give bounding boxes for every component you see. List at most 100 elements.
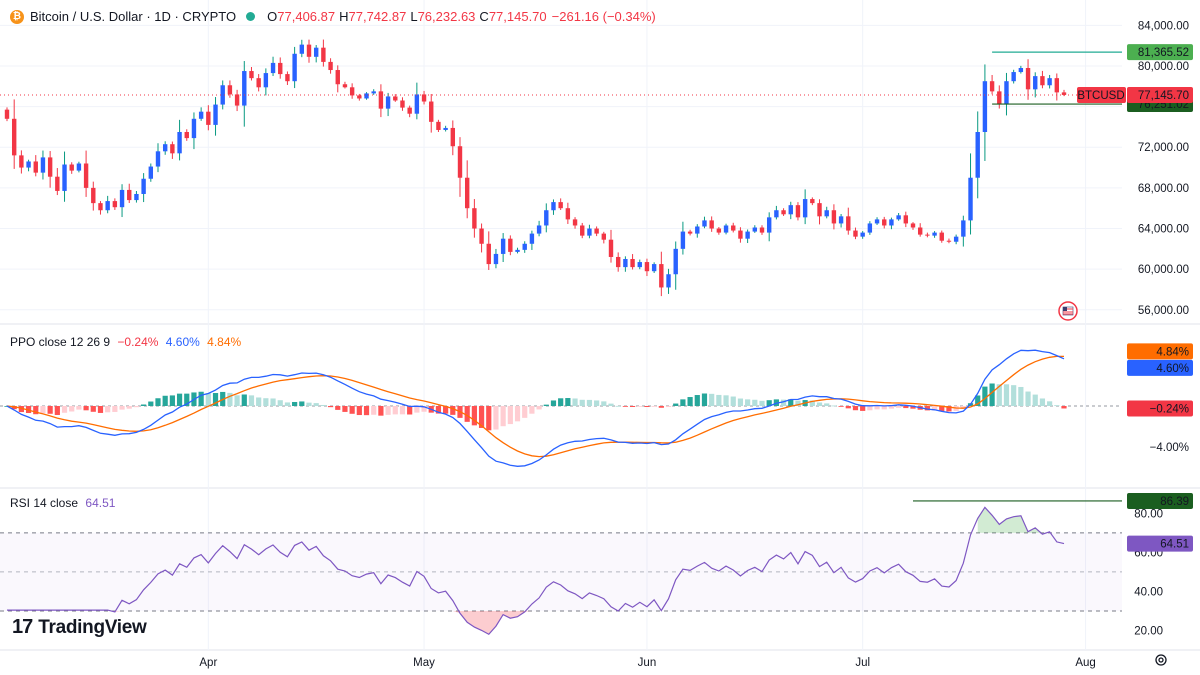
candle-body[interactable]: [457, 146, 463, 178]
candle-body[interactable]: [407, 107, 412, 114]
symbol-title[interactable]: Bitcoin / U.S. Dollar · 1D · CRYPTO: [30, 9, 237, 24]
candle-body[interactable]: [371, 91, 376, 94]
candle-body[interactable]: [824, 210, 829, 217]
candle-body[interactable]: [378, 91, 384, 109]
candle-body[interactable]: [148, 166, 154, 179]
candle-body[interactable]: [673, 248, 678, 275]
candle-body[interactable]: [709, 220, 714, 229]
candle-body[interactable]: [364, 93, 369, 99]
candle-body[interactable]: [1011, 72, 1016, 82]
candle-body[interactable]: [141, 178, 146, 194]
candle-body[interactable]: [206, 111, 211, 125]
candle-body[interactable]: [450, 127, 456, 147]
candle-body[interactable]: [227, 85, 233, 95]
candle-body[interactable]: [953, 236, 959, 242]
candle-body[interactable]: [795, 205, 801, 218]
candle-body[interactable]: [846, 216, 851, 231]
candle-body[interactable]: [903, 215, 909, 224]
candle-body[interactable]: [680, 231, 686, 249]
tradingview-branding[interactable]: 17 TradingView: [12, 616, 147, 639]
candle-body[interactable]: [357, 95, 362, 99]
candle-body[interactable]: [256, 78, 261, 88]
candle-body[interactable]: [874, 219, 880, 224]
candle-body[interactable]: [220, 85, 225, 105]
candle-body[interactable]: [436, 121, 441, 130]
candle-body[interactable]: [623, 259, 628, 268]
candle-body[interactable]: [443, 127, 448, 130]
candle-body[interactable]: [687, 231, 693, 234]
candle-body[interactable]: [802, 199, 808, 218]
candle-body[interactable]: [644, 262, 650, 272]
rsi-pane[interactable]: [0, 500, 1122, 636]
candle-body[interactable]: [752, 227, 758, 232]
candle-body[interactable]: [925, 234, 930, 236]
candle-body[interactable]: [184, 132, 189, 139]
candle-body[interactable]: [421, 94, 427, 102]
candle-body[interactable]: [76, 163, 82, 171]
candle-body[interactable]: [838, 216, 844, 224]
us-flag-event-icon[interactable]: [1058, 301, 1078, 321]
candle-body[interactable]: [385, 96, 391, 109]
candle-body[interactable]: [1033, 76, 1038, 90]
candle-body[interactable]: [810, 199, 815, 204]
candle-body[interactable]: [500, 238, 506, 254]
candle-body[interactable]: [630, 259, 635, 268]
candle-body[interactable]: [544, 210, 549, 226]
candle-body[interactable]: [249, 71, 254, 79]
candle-body[interactable]: [766, 217, 772, 233]
candle-body[interactable]: [1018, 67, 1024, 73]
candle-body[interactable]: [47, 157, 53, 177]
candle-body[interactable]: [1040, 76, 1045, 86]
candle-body[interactable]: [975, 132, 980, 178]
candle-body[interactable]: [493, 253, 499, 265]
candle-body[interactable]: [328, 61, 333, 71]
candle-body[interactable]: [1054, 78, 1060, 93]
candle-body[interactable]: [565, 208, 571, 220]
candle-body[interactable]: [83, 163, 89, 188]
candle-body[interactable]: [932, 232, 937, 236]
candle-body[interactable]: [910, 223, 916, 228]
candle-body[interactable]: [299, 44, 305, 54]
candle-body[interactable]: [69, 164, 74, 171]
candle-body[interactable]: [119, 189, 125, 208]
candle-body[interactable]: [781, 210, 786, 215]
ppo-pane[interactable]: [0, 349, 1122, 467]
candle-body[interactable]: [702, 220, 707, 227]
candle-body[interactable]: [62, 164, 67, 191]
candle-body[interactable]: [896, 215, 901, 220]
candle-body[interactable]: [587, 228, 592, 236]
candle-body[interactable]: [608, 239, 614, 257]
candle-body[interactable]: [1025, 67, 1031, 90]
candle-body[interactable]: [831, 210, 837, 224]
candle-body[interactable]: [917, 227, 923, 235]
candle-body[interactable]: [191, 118, 197, 139]
candle-body[interactable]: [1047, 78, 1052, 86]
candle-body[interactable]: [1061, 92, 1067, 95]
price-axes[interactable]: 84,000.0080,000.0076,000.0072,000.0068,0…: [1077, 20, 1193, 637]
candle-body[interactable]: [349, 87, 355, 96]
candle-body[interactable]: [515, 249, 520, 252]
candle-body[interactable]: [270, 62, 276, 74]
candle-body[interactable]: [292, 53, 297, 82]
candle-body[interactable]: [615, 256, 621, 268]
candle-body[interactable]: [112, 201, 118, 208]
candle-body[interactable]: [19, 155, 24, 168]
candle-body[interactable]: [40, 157, 46, 173]
candle-body[interactable]: [788, 205, 793, 215]
candle-body[interactable]: [759, 227, 765, 233]
candle-body[interactable]: [105, 201, 110, 211]
candle-body[interactable]: [529, 233, 535, 244]
candle-body[interactable]: [464, 177, 470, 209]
candle-body[interactable]: [342, 84, 348, 88]
candle-body[interactable]: [306, 44, 312, 57]
gear-icon[interactable]: [1154, 653, 1168, 667]
candle-body[interactable]: [989, 81, 995, 92]
candle-body[interactable]: [11, 118, 17, 156]
candle-body[interactable]: [536, 225, 542, 234]
candle-body[interactable]: [558, 202, 563, 209]
candle-body[interactable]: [170, 144, 175, 154]
candle-body[interactable]: [817, 203, 822, 217]
candle-body[interactable]: [234, 94, 240, 106]
